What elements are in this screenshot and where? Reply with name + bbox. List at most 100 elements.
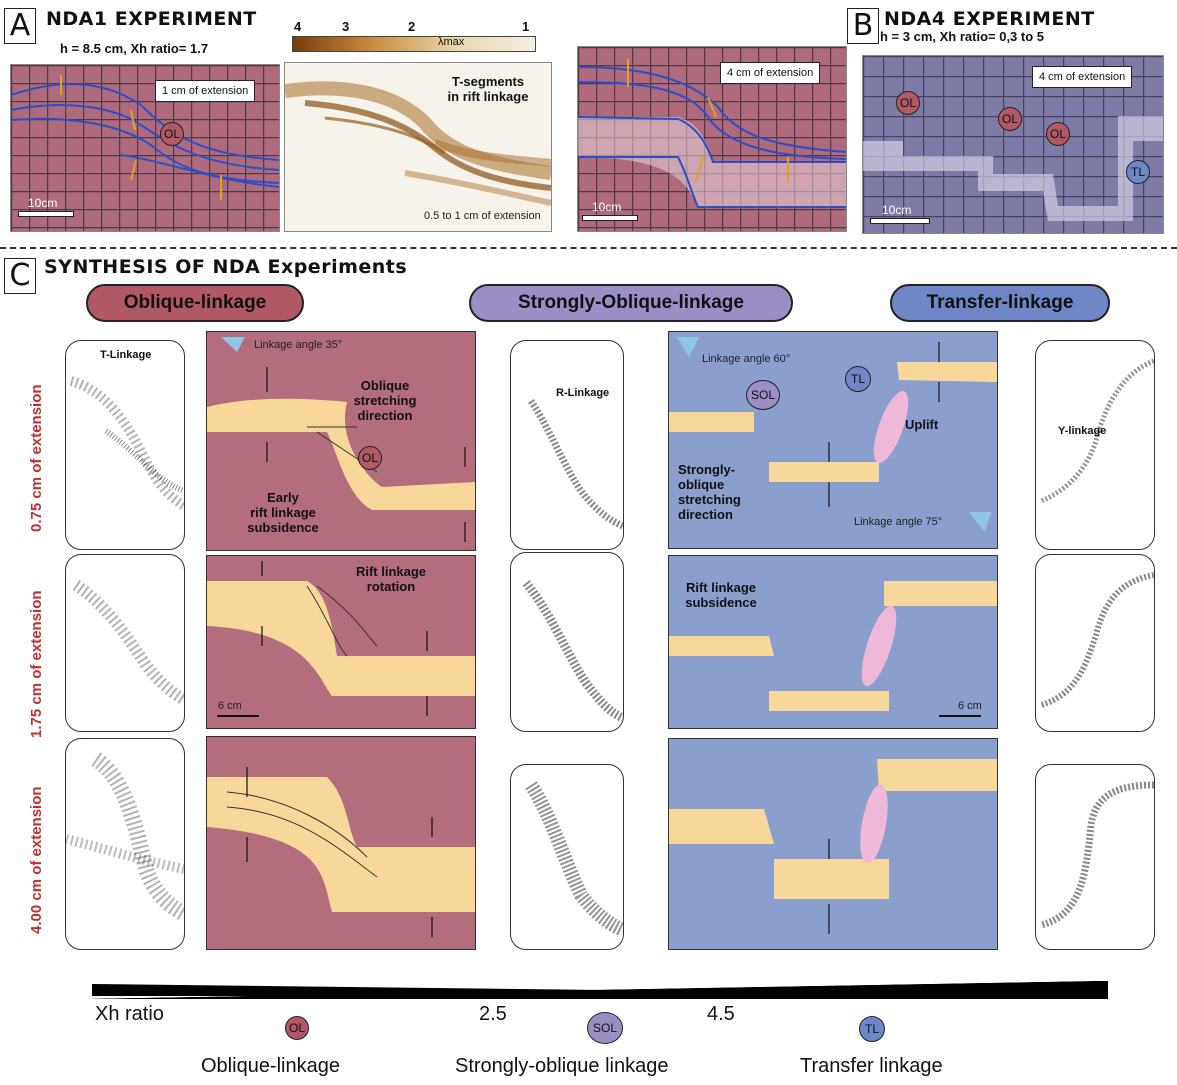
rift-sketch [207,767,475,937]
early-subsidence-label: Early rift linkage subsidence [247,490,319,535]
scale-bar [18,211,74,217]
strain-speckle [72,580,184,706]
transfer-schematic-075 [668,331,998,549]
t-segments-annotation: T-segments in rift linkage [447,74,529,104]
thumb-t-400 [65,738,185,950]
tl-badge: TL [845,366,871,392]
oblique-schematic-075 [206,331,476,551]
ol-badge: OL [896,91,920,115]
strain-speckle [69,376,184,511]
strain-speckle [522,580,623,723]
xh-value-45: 4.5 [707,1003,735,1025]
strain-speckle [1040,572,1154,708]
y-linkage-thumb [1035,340,1155,550]
colorbar-tick: 2 [408,19,416,34]
legend-ol-badge: OL [285,1016,309,1040]
rift-subsidence-label: Rift linkage subsidence [685,580,757,610]
xh-ratio-wedge-fill [92,981,1108,999]
photo3-extension-label: 4 cm of extension [720,62,821,84]
strain-pattern [285,81,551,206]
scale-label: 10cm [882,203,912,217]
lambda-colorbar [292,36,536,52]
nda4-subtitle: h = 3 cm, Xh ratio= 0,3 to 5 [880,29,1045,44]
photo1-extension-label: 1 cm of extension [155,80,256,102]
nda1-title: NDA1 EXPERIMENT [46,8,257,30]
scale-label: 10cm [592,200,622,214]
nda4-scale: 10cm [870,203,930,224]
thumb-y-175 [1035,554,1155,732]
scale-6cm: 6 cm [218,700,242,712]
panel-a-letter: A [4,8,36,44]
row-label-175: 1.75 cm of extension [28,590,45,738]
colorbar-tick: 3 [342,19,350,34]
synthesis-title: SYNTHESIS OF NDA Experiments [44,256,408,278]
strain-speckle [66,752,184,921]
panel-b-letter: B [847,8,879,44]
nda4-extension-label: 4 cm of extension [1032,66,1133,88]
rift-rotation-label: Rift linkage rotation [355,564,427,594]
colorbar-ticks: 4 3 2 1 [290,19,540,35]
oblique-stretch-label: Oblique stretching direction [353,378,417,423]
linkage-angle-60: Linkage angle 60° [702,353,791,365]
legend-strongly-oblique: Strongly-oblique linkage [455,1055,669,1077]
legend-tl-badge: TL [859,1016,885,1042]
nda1-subtitle: h = 8.5 cm, Xh ratio= 1.7 [60,41,209,56]
thumb-t-175 [65,554,185,732]
strain-speckle [1040,358,1154,504]
linkage-angle-35: Linkage angle 35° [254,339,343,351]
row-label-075: 0.75 cm of extension [28,384,45,532]
xh-ratio-label: Xh ratio [95,1003,164,1025]
strongly-oblique-stretch-label: Strongly- oblique stretching direction [678,462,741,522]
tl-badge: TL [1126,160,1150,184]
t-linkage-label: T-Linkage [100,349,152,361]
linkage-angle-75: Linkage angle 75° [854,516,943,528]
transfer-schematic-400 [668,738,998,950]
colorbar-tick: 4 [294,19,302,34]
rift-sketch [669,759,997,934]
legend-sol-badge: SOL [587,1012,623,1044]
strongly-oblique-header: Strongly-Oblique-linkage [469,284,793,322]
rift-sketch [669,337,997,532]
scale-bar [582,215,638,221]
oblique-schematic-400 [206,736,476,950]
scale-bar [870,218,930,224]
ol-badge: OL [160,122,184,146]
strain-speckle [525,781,623,937]
r-linkage-label: R-Linkage [556,387,610,399]
section-divider [0,247,1177,249]
sol-badge: SOL [746,380,780,410]
oblique-schematic-175 [206,555,476,729]
ol-badge: OL [1046,122,1070,146]
nda1-strain-map [284,62,552,232]
scale-label: 10cm [28,196,58,210]
legend-oblique: Oblique-linkage [201,1055,340,1077]
thumb-r-400 [510,764,624,950]
thumb-r-175 [510,552,624,732]
scale-6cm: 6 cm [958,700,982,712]
transfer-schematic-175 [668,555,998,729]
nda4-title: NDA4 EXPERIMENT [884,8,1095,30]
y-linkage-label: Y-linkage [1058,425,1107,437]
photo1-scale: 10cm [18,196,74,217]
legend-transfer: Transfer linkage [800,1055,943,1077]
panel-c-letter: C [4,258,36,294]
photo3-scale: 10cm [582,200,638,221]
r-linkage-thumb [510,340,624,550]
xh-value-25: 2.5 [479,1003,507,1025]
colorbar-tick: 1 [522,19,530,34]
rift-sketch [669,581,997,717]
thumb-y-400 [1035,764,1155,950]
transfer-linkage-header: Transfer-linkage [890,284,1110,322]
t-linkage-thumb [65,340,185,550]
strain-caption: 0.5 to 1 cm of extension [424,210,541,222]
row-label-400: 4.00 cm of extension [28,786,45,934]
colorbar-label: λmax [438,36,465,48]
oblique-linkage-header: Oblique-linkage [86,284,304,322]
rift-sketch [207,561,475,717]
strain-speckle [528,399,623,530]
ol-badge: OL [998,107,1022,131]
ol-badge: OL [358,446,382,470]
rift-sketch [207,337,475,542]
uplift-label: Uplift [905,417,939,432]
strain-speckle [1040,781,1154,929]
